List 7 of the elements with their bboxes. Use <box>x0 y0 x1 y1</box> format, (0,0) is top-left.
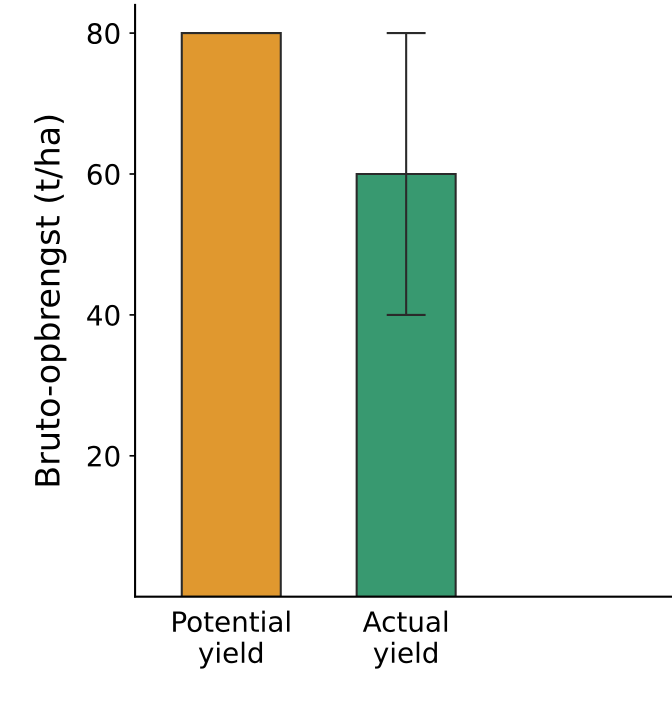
y-tick-label: 60 <box>88 164 120 185</box>
y-tick-label: 40 <box>87 304 120 326</box>
y-tick-label: 20 <box>88 446 120 467</box>
y-tick-label: 80 <box>88 23 120 44</box>
x-tick-label: Actual yield <box>362 610 448 669</box>
x-tick-label: Potential yield <box>173 610 290 669</box>
y-axis-title: Bruto-opbrengst (t/ha) <box>34 116 66 486</box>
